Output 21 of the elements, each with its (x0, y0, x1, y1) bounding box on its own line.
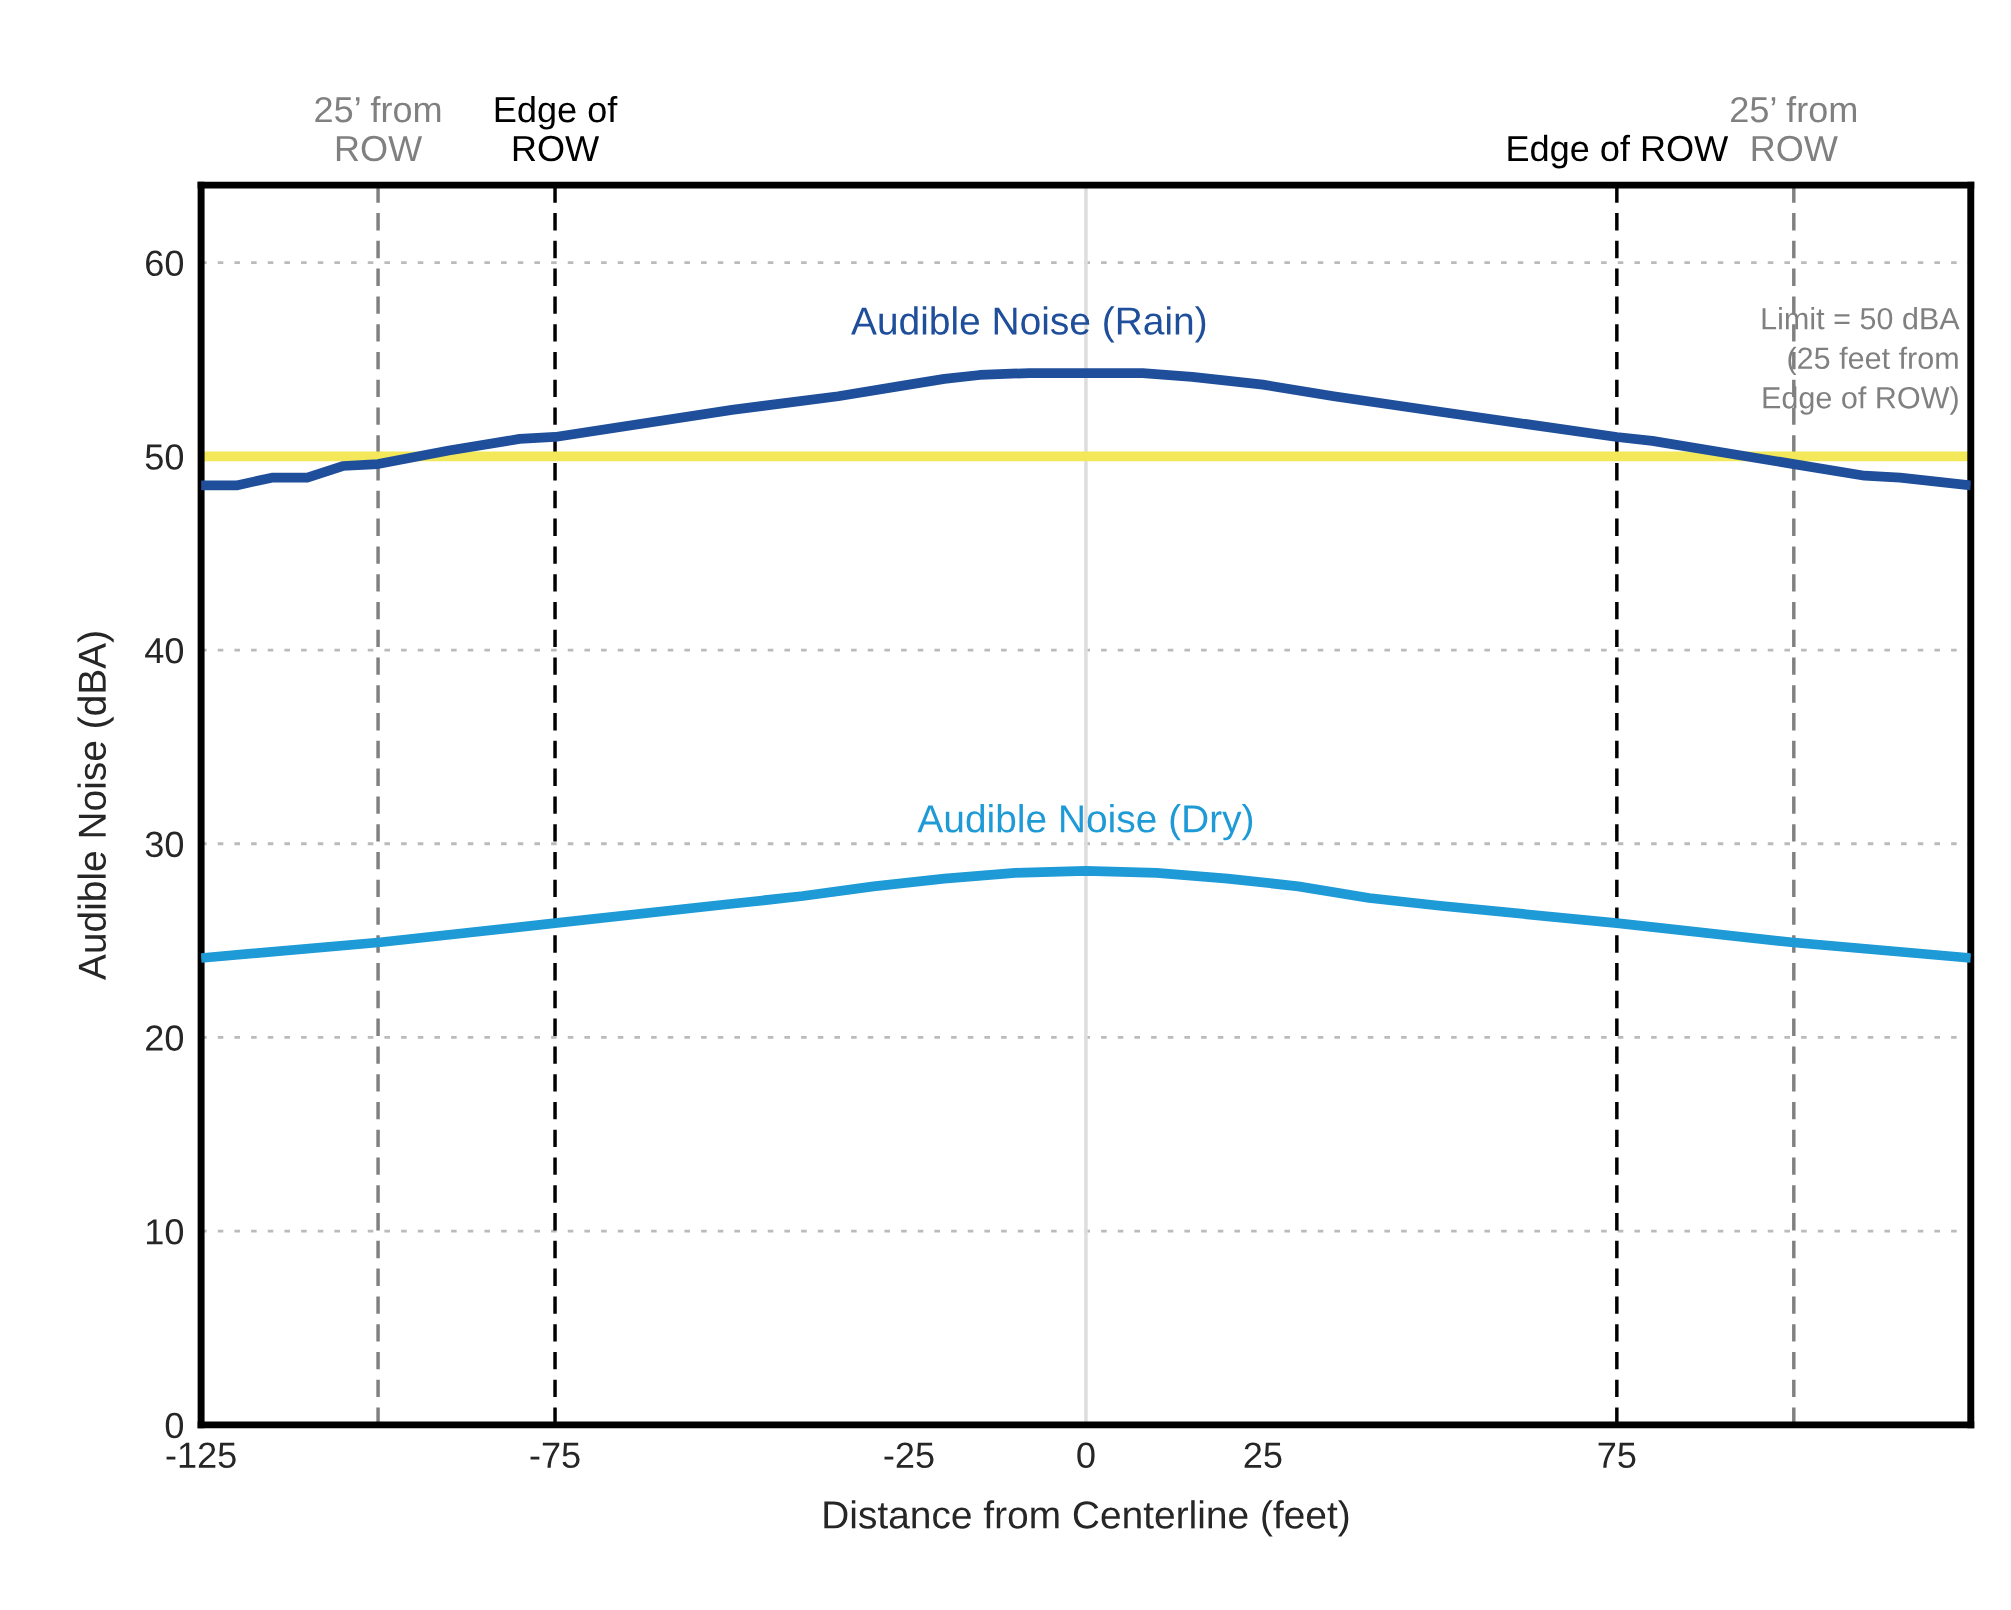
y-tick-label: 50 (145, 444, 184, 470)
y-axis-title: Audible Noise (dBA) (77, 632, 114, 980)
x-tick-label: -25 (884, 1442, 934, 1469)
x-tick-label: 0 (1077, 1442, 1095, 1469)
x-tick-label: -75 (530, 1442, 580, 1469)
series-label: Audible Noise (Rain) (851, 306, 1206, 343)
x-tick-label: 75 (1598, 1442, 1636, 1469)
y-tick-label: 40 (145, 637, 184, 664)
ref-line-label: Edge of ROW (1508, 134, 1729, 169)
y-tick-label: 10 (147, 1219, 184, 1245)
x-tick-label: 25 (1244, 1442, 1282, 1469)
y-tick-label: 30 (145, 831, 184, 858)
ref-line-label: 25’ from ROW (1731, 95, 1856, 162)
y-tick-label: 20 (146, 1025, 184, 1051)
y-tick-label: 0 (165, 1412, 184, 1439)
y-tick-label: 60 (146, 250, 184, 277)
series-label: Audible Noise (Dry) (917, 804, 1253, 841)
x-axis-title: Distance from Centerline (feet) (824, 1500, 1349, 1537)
ref-line-label: 25’ from ROW (315, 95, 441, 162)
x-tick-label: -125 (166, 1442, 236, 1469)
ref-line-label: Edge of ROW (495, 95, 618, 162)
